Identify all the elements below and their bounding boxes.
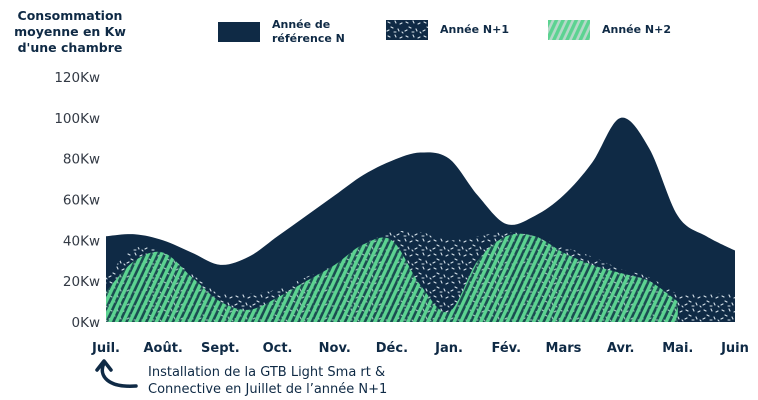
legend-label-n2: Année N+2 [602, 23, 672, 36]
curved-arrow-icon [95, 359, 138, 388]
annotation-note: Installation de la GTB Light Sma rt & Co… [148, 364, 428, 398]
x-tick-label: Avr. [607, 341, 635, 356]
y-tick-label: 100Kw [54, 111, 100, 127]
x-tick-label: Sept. [201, 341, 240, 356]
legend-label-n1: Année N+1 [440, 23, 510, 36]
area-annee-n2 [106, 233, 678, 322]
x-tick-label: Jan. [434, 341, 463, 356]
annotation-line-2: Connective en Juillet de l’année N+1 [148, 382, 388, 397]
y-tick-label: 120Kw [54, 70, 100, 86]
x-tick-label: Juin [720, 341, 749, 356]
y-tick-label: 60Kw [63, 193, 100, 209]
y-tick-label: 0Kw [72, 315, 100, 331]
x-tick-label: Mai. [662, 341, 693, 356]
annotation-line-1: Installation de la GTB Light Sma rt & [148, 365, 386, 380]
y-tick-label: 80Kw [63, 152, 100, 168]
y-axis-label: Consommation moyenne en Kw d'une chambre [14, 8, 126, 55]
legend-swatch-reference [218, 22, 260, 42]
legend-item-n2: Année N+2 [548, 20, 682, 40]
legend-swatch-n1 [386, 20, 428, 40]
legend-swatch-n2 [548, 20, 590, 40]
x-tick-label: Oct. [263, 341, 293, 356]
x-tick-label: Mars [546, 341, 582, 356]
x-tick-label: Nov. [319, 341, 351, 356]
x-tick-label: Juil. [91, 341, 120, 356]
legend-label-reference: Année de référence N [272, 18, 345, 45]
y-tick-label: 20Kw [63, 274, 100, 290]
legend-item-reference: Année de référence N [218, 18, 352, 46]
x-tick-label: Déc. [376, 341, 408, 356]
legend-item-n1: Année N+1 [386, 20, 520, 40]
y-tick-label: 40Kw [63, 233, 100, 249]
x-tick-label: Fév. [492, 341, 522, 356]
x-tick-label: Août. [143, 341, 182, 356]
